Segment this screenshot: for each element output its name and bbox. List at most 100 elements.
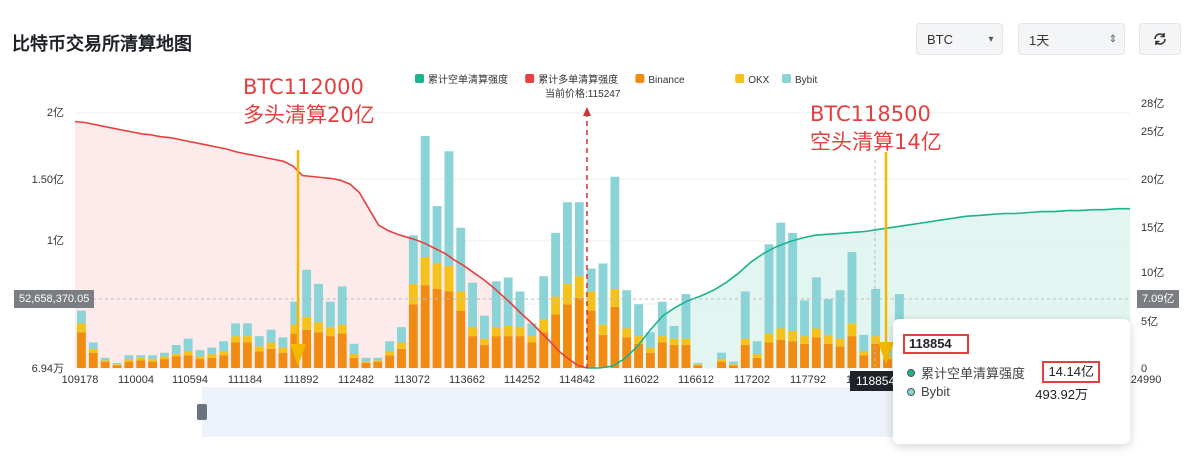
bar-segment-bybit xyxy=(645,332,655,348)
bar-segment-binance xyxy=(669,345,679,368)
annotation-short: BTC118500 空头清算14亿 xyxy=(810,100,942,156)
bar-segment-okx xyxy=(859,351,869,356)
bar-segment-okx xyxy=(752,353,762,358)
tooltip-row-label: Bybit xyxy=(921,384,950,399)
bar-segment-bybit xyxy=(752,341,762,354)
bar-segment-binance xyxy=(408,304,418,368)
bar-segment-bybit xyxy=(586,268,596,292)
bar-segment-binance xyxy=(503,336,513,368)
bar-segment-binance xyxy=(764,342,774,368)
bar-segment-bybit xyxy=(728,361,738,365)
bar-segment-bybit xyxy=(468,282,478,328)
bar-segment-okx xyxy=(456,291,466,311)
bar-segment-bybit xyxy=(207,347,217,354)
updown-icon: ⇕ xyxy=(1108,33,1118,45)
bar-segment-okx xyxy=(515,327,525,337)
bar-segment-binance xyxy=(883,359,892,368)
bar-segment-binance xyxy=(171,356,181,368)
bar-segment-binance xyxy=(788,341,798,368)
bar-segment-binance xyxy=(586,310,596,368)
bar-segment-binance xyxy=(278,352,288,368)
bar-segment-okx xyxy=(527,336,537,343)
x-axis-tick: 116612 xyxy=(678,374,714,386)
bar-segment-bybit xyxy=(740,291,750,339)
bar-segment-okx xyxy=(231,336,240,343)
bar-segment-binance xyxy=(219,355,229,368)
bar-segment-bybit xyxy=(622,290,632,329)
bar-segment-bybit xyxy=(539,276,549,320)
bar-segment-binance xyxy=(823,343,833,368)
bar-segment-binance xyxy=(657,342,667,368)
bar-segment-okx xyxy=(574,276,584,298)
bar-segment-bybit xyxy=(420,135,430,258)
bar-segment-binance xyxy=(266,348,276,368)
crosshair-left-value: 52,658,370.05 xyxy=(14,290,95,308)
bar-segment-binance xyxy=(811,337,821,368)
bar-segment-binance xyxy=(456,310,466,368)
bar-segment-okx xyxy=(622,328,632,338)
bar-segment-binance xyxy=(159,359,169,368)
bar-segment-okx xyxy=(610,288,620,307)
bar-segment-bybit xyxy=(871,288,881,337)
bar-segment-okx xyxy=(219,351,229,356)
bar-segment-binance xyxy=(183,355,193,368)
bar-segment-bybit xyxy=(195,350,205,357)
bar-segment-binance xyxy=(491,336,501,368)
legend-swatch xyxy=(735,74,745,83)
bar-segment-okx xyxy=(669,338,679,346)
bar-segment-bybit xyxy=(373,357,383,361)
bar-segment-okx xyxy=(539,319,549,333)
bar-segment-bybit xyxy=(278,337,288,348)
tooltip-row-short: 累计空单清算强度 xyxy=(907,363,1025,382)
current-price-label: 当前价格:115247 xyxy=(545,87,621,100)
left-axis-tick: 6.94万 xyxy=(32,363,64,375)
tooltip-header: 118854 xyxy=(903,334,969,354)
refresh-button[interactable] xyxy=(1139,23,1181,55)
bar-segment-okx xyxy=(657,336,667,343)
bar-segment-bybit xyxy=(515,291,525,328)
bar-segment-okx xyxy=(112,364,122,366)
bar-segment-okx xyxy=(302,317,312,330)
bar-segment-okx xyxy=(811,328,821,338)
bar-segment-bybit xyxy=(100,357,110,361)
bar-segment-okx xyxy=(349,353,359,358)
bar-segment-okx xyxy=(159,356,169,360)
bar-segment-okx xyxy=(408,283,418,305)
x-axis-tick: 111184 xyxy=(228,374,262,386)
bar-segment-okx xyxy=(835,338,845,347)
annotation-long-price: BTC112000 xyxy=(243,75,364,99)
bar-segment-binance xyxy=(551,314,561,368)
bar-segment-binance xyxy=(800,343,809,368)
annotation-short-price: BTC118500 xyxy=(810,102,931,126)
left-axis-tick: 1.50亿 xyxy=(32,173,64,186)
bar-segment-okx xyxy=(800,336,809,344)
bar-segment-bybit xyxy=(385,341,395,352)
bar-segment-bybit xyxy=(136,355,146,358)
left-axis-tick: 2亿 xyxy=(47,106,64,119)
bar-segment-okx xyxy=(242,336,252,343)
right-axis-tick: 25亿 xyxy=(1141,125,1164,138)
bar-segment-okx xyxy=(598,324,608,335)
legend-swatch xyxy=(782,74,791,83)
tooltip-row-value: 493.92万 xyxy=(1035,387,1088,402)
bar-segment-okx xyxy=(254,346,264,352)
bar-segment-okx xyxy=(776,328,786,340)
period-select[interactable]: 1天 ⇕ xyxy=(1018,23,1125,55)
coin-select[interactable]: BTC ▾ xyxy=(916,23,1003,55)
short-cumulative-line xyxy=(587,207,1130,369)
bar-segment-binance xyxy=(859,355,869,368)
bar-segment-binance xyxy=(207,357,217,368)
bar-segment-okx xyxy=(634,336,643,344)
bar-segment-bybit xyxy=(325,301,335,328)
bar-segment-okx xyxy=(551,296,561,315)
bar-segment-bybit xyxy=(171,345,181,354)
bar-segment-okx xyxy=(183,351,193,356)
x-axis-tick: 112482 xyxy=(338,374,374,386)
bar-segment-binance xyxy=(645,352,655,368)
tooltip-dot-short-icon xyxy=(907,368,915,377)
bar-segment-bybit xyxy=(148,355,157,360)
bar-segment-okx xyxy=(480,338,489,346)
bar-segment-bybit xyxy=(112,362,122,365)
bar-segment-okx xyxy=(420,257,430,286)
bar-segment-okx xyxy=(195,356,205,360)
